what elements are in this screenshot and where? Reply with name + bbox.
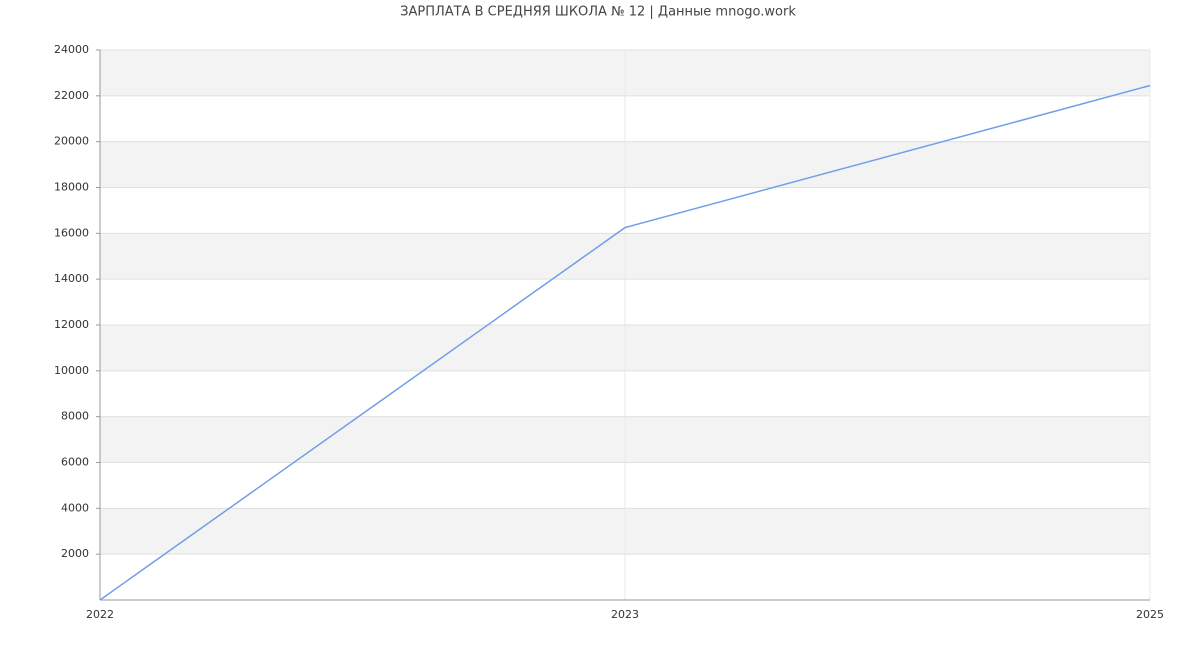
y-tick-label: 20000 [54, 135, 89, 148]
y-tick-label: 2000 [61, 547, 89, 560]
line-series [99, 84, 1151, 601]
x-tick-label: 2023 [611, 608, 639, 621]
y-tick-label: 14000 [54, 272, 89, 285]
y-tick-label: 18000 [54, 181, 89, 194]
x-tick-label: 2025 [1136, 608, 1164, 621]
y-tick-label: 16000 [54, 226, 89, 239]
y-tick-label: 12000 [54, 318, 89, 331]
y-tick-label: 4000 [61, 501, 89, 514]
y-tick-label: 8000 [61, 410, 89, 423]
y-tick-label: 10000 [54, 364, 89, 377]
x-tick-label: 2022 [86, 608, 114, 621]
chart-title: ЗАРПЛАТА В СРЕДНЯЯ ШКОЛА № 12 | Данные m… [400, 5, 796, 20]
y-tick-label: 22000 [54, 89, 89, 102]
y-tick-label: 6000 [61, 456, 89, 469]
y-tick-label: 24000 [54, 43, 89, 56]
